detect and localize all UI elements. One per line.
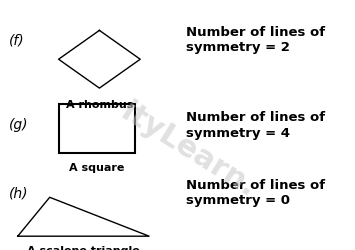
- Text: A rhombus: A rhombus: [66, 100, 133, 110]
- Text: A square: A square: [69, 162, 124, 172]
- Text: (g): (g): [9, 118, 28, 132]
- Text: (h): (h): [9, 186, 28, 200]
- Bar: [59, 105, 135, 154]
- Text: ityLearn.: ityLearn.: [115, 97, 261, 203]
- Text: Number of lines of
symmetry = 2: Number of lines of symmetry = 2: [186, 26, 326, 54]
- Text: (f): (f): [9, 33, 24, 47]
- Text: A scalene triangle: A scalene triangle: [27, 245, 140, 250]
- Text: Number of lines of
symmetry = 4: Number of lines of symmetry = 4: [186, 111, 326, 139]
- Text: Number of lines of
symmetry = 0: Number of lines of symmetry = 0: [186, 178, 326, 206]
